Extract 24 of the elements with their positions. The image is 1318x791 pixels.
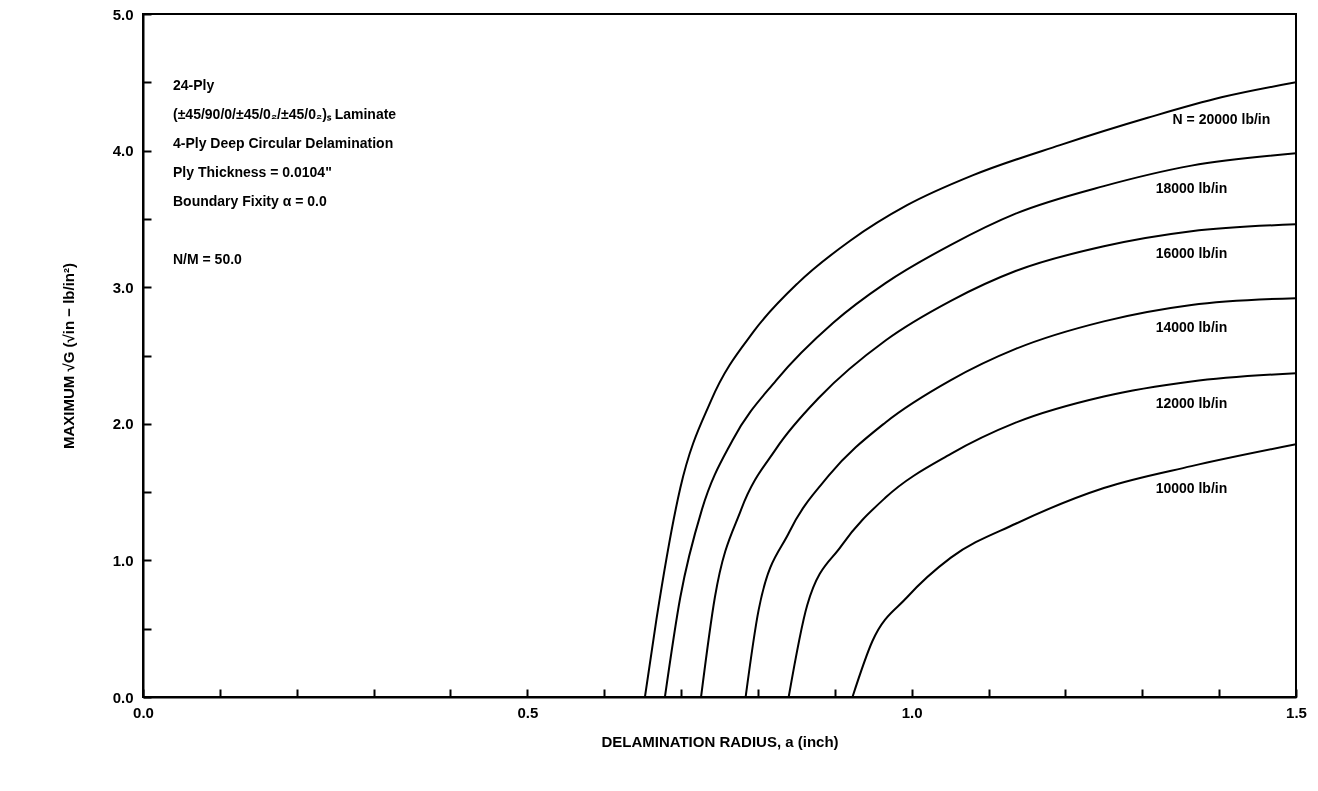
y-tick-label: 0.0 — [112, 688, 134, 706]
y-tick-label: 3.0 — [112, 278, 134, 296]
y-tick-label: 5.0 — [112, 5, 134, 23]
y-tick-label: 4.0 — [112, 142, 134, 160]
annotation: Ply Thickness = 0.0104" — [173, 164, 332, 180]
series-label: 16000 lb/in — [1155, 245, 1228, 262]
series-label: 10000 lb/in — [1155, 480, 1228, 497]
annotation: 4-Ply Deep Circular Delamination — [173, 135, 394, 151]
y-tick-label: 1.0 — [112, 551, 134, 569]
x-axis-title: DELAMINATION RADIUS, a (inch) — [601, 732, 839, 750]
annotation: 24-Ply — [173, 77, 215, 93]
annotation: (±45/90/0/±45/0₂/±45/0₂)ₛ Laminate — [173, 106, 397, 122]
series-label: 12000 lb/in — [1155, 395, 1228, 412]
x-tick-label: 1.5 — [1286, 703, 1307, 721]
series-label: N = 20000 lb/in — [1172, 111, 1271, 128]
y-tick-label: 2.0 — [112, 415, 134, 433]
y-axis-title: MAXIMUM √G (√in − lb/in²) — [59, 262, 77, 450]
annotation: N/M = 50.0 — [173, 251, 243, 267]
annotation: Boundary Fixity α = 0.0 — [173, 193, 327, 209]
x-tick-label: 0.0 — [133, 703, 154, 721]
x-tick-label: 0.5 — [517, 703, 539, 721]
x-tick-label: 1.0 — [901, 703, 923, 721]
series-label: 14000 lb/in — [1155, 318, 1228, 335]
series-label: 18000 lb/in — [1155, 179, 1228, 196]
